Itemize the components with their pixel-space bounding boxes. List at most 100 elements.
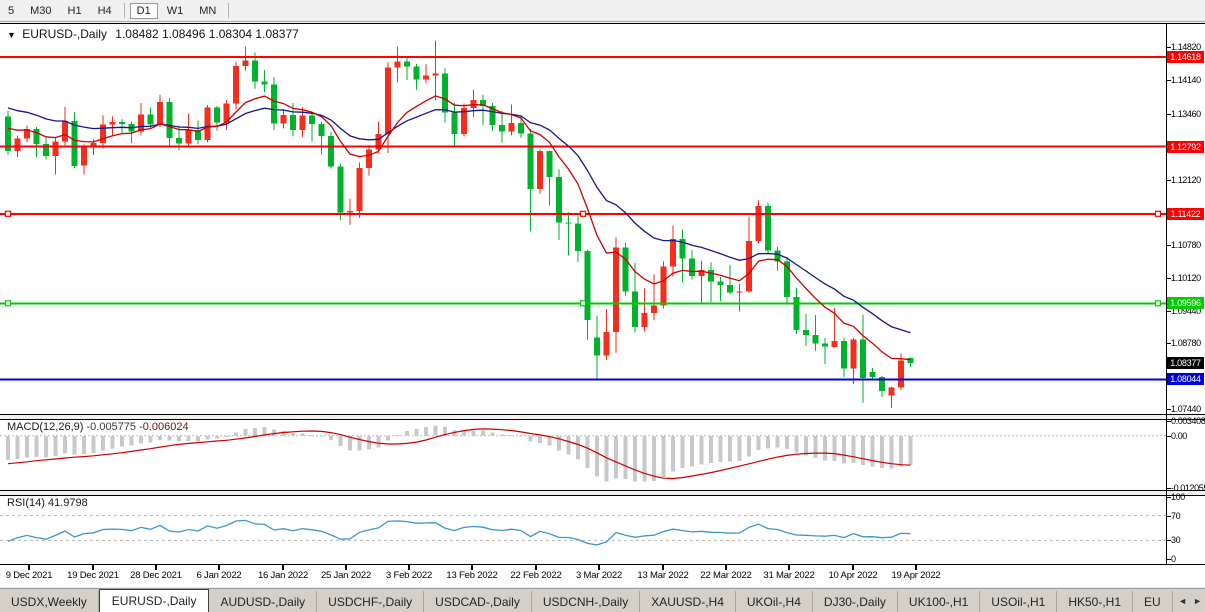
chart-tab-usdchf-daily[interactable]: USDCHF-,Daily bbox=[317, 591, 425, 612]
price-panel[interactable] bbox=[0, 23, 1205, 415]
time-axis-tick bbox=[852, 565, 854, 570]
axis-tick bbox=[1166, 540, 1171, 541]
time-axis-tick bbox=[92, 565, 94, 570]
price-axis-label: 1.14820 bbox=[1171, 42, 1201, 52]
macd-panel[interactable] bbox=[0, 419, 1205, 491]
time-axis-label: 16 Jan 2022 bbox=[257, 570, 309, 581]
time-axis-tick bbox=[471, 565, 473, 570]
chart-tab-dj30-daily[interactable]: DJ30-,Daily bbox=[813, 591, 898, 612]
axis-tick bbox=[1166, 516, 1171, 517]
hline-price-tag: 1.09596 bbox=[1167, 297, 1204, 309]
macd-axis-label: 0.00 bbox=[1171, 431, 1187, 441]
macd-chart-canvas[interactable] bbox=[0, 420, 1166, 489]
time-axis-label: 25 Jan 2022 bbox=[320, 570, 372, 581]
time-axis-tick bbox=[662, 565, 664, 570]
time-axis-label: 13 Feb 2022 bbox=[446, 570, 498, 581]
axis-tick bbox=[1166, 47, 1171, 48]
time-axis-label: 10 Apr 2022 bbox=[828, 570, 878, 581]
time-axis-tick bbox=[282, 565, 284, 570]
macd-signal-value: -0.006024 bbox=[139, 421, 189, 433]
price-axis-label: 1.08780 bbox=[1171, 338, 1201, 348]
price-axis-label: 1.13460 bbox=[1171, 109, 1201, 119]
timeframe-toolbar: 5 M30 H1 H4 D1 W1 MN bbox=[0, 0, 1205, 22]
time-axis-label: 22 Feb 2022 bbox=[510, 570, 562, 581]
time-axis-label: 3 Mar 2022 bbox=[575, 570, 623, 581]
scroll-left-icon[interactable]: ◄ bbox=[1178, 595, 1188, 606]
chart-symbol-label: EURUSD-,Daily bbox=[22, 27, 107, 41]
axis-tick bbox=[1166, 436, 1171, 437]
price-chart-canvas[interactable] bbox=[0, 24, 1166, 414]
price-axis-label: 1.12120 bbox=[1171, 175, 1201, 185]
panel-splitter-2[interactable] bbox=[0, 491, 1205, 494]
rsi-chart-canvas[interactable] bbox=[0, 496, 1166, 563]
timeframe-button-h4[interactable]: H4 bbox=[97, 4, 112, 17]
timeframe-button-w1[interactable]: W1 bbox=[166, 4, 184, 17]
hline-price-tag: 1.14618 bbox=[1167, 51, 1204, 63]
macd-label: MACD(12,26,9) -0.005775 -0.006024 bbox=[7, 421, 189, 433]
axis-tick bbox=[1166, 497, 1171, 498]
chart-tabs: USDX,Weekly EURUSD-,Daily AUDUSD-,Daily USD… bbox=[0, 588, 1205, 612]
time-axis-label: 19 Apr 2022 bbox=[891, 570, 941, 581]
chart-tab-hk50-h1[interactable]: HK50-,H1 bbox=[1057, 591, 1133, 612]
chart-tab-ukoil-h4[interactable]: UKOil-,H4 bbox=[736, 591, 813, 612]
rsi-label: RSI(14) 41.9798 bbox=[7, 497, 88, 509]
chart-tab-uk100-h1[interactable]: UK100-,H1 bbox=[898, 591, 981, 612]
axis-tick bbox=[1166, 245, 1171, 246]
timeframe-button-5[interactable]: 5 bbox=[8, 4, 15, 17]
rsi-value: 41.9798 bbox=[47, 497, 88, 509]
axis-tick bbox=[1166, 343, 1171, 344]
time-axis-label: 13 Mar 2022 bbox=[637, 570, 689, 581]
chart-tab-eurusd-daily[interactable]: EURUSD-,Daily bbox=[98, 589, 210, 612]
time-axis-label: 22 Mar 2022 bbox=[700, 570, 752, 581]
rsi-axis-label: 0 bbox=[1171, 554, 1176, 564]
chart-tab-audusd-daily[interactable]: AUDUSD-,Daily bbox=[209, 591, 318, 612]
timeframe-button-d1[interactable]: D1 bbox=[129, 2, 158, 19]
tab-scroll-arrows: ◄ ► bbox=[1175, 589, 1205, 612]
rsi-axis-label: 70 bbox=[1171, 511, 1181, 521]
rsi-axis-label: 100 bbox=[1171, 492, 1185, 502]
axis-separator bbox=[1166, 23, 1167, 564]
chart-tab-usdcad-daily[interactable]: USDCAD-,Daily bbox=[424, 591, 532, 612]
time-axis-tick bbox=[218, 565, 220, 570]
chart-ohlc-values: 1.08482 1.08496 1.08304 1.08377 bbox=[115, 27, 299, 41]
price-axis-label: 1.14140 bbox=[1171, 75, 1201, 85]
time-axis-label: 19 Dec 2021 bbox=[67, 570, 119, 581]
time-axis-tick bbox=[535, 565, 537, 570]
time-axis-tick bbox=[155, 565, 157, 570]
hline-price-tag: 1.12792 bbox=[1167, 141, 1204, 153]
time-axis-tick bbox=[725, 565, 727, 570]
chart-tab-xauusd-h4[interactable]: XAUUSD-,H4 bbox=[640, 591, 736, 612]
timeframe-button-m30[interactable]: M30 bbox=[30, 4, 52, 17]
macd-axis-label: -0.012055 bbox=[1171, 483, 1205, 493]
timeframe-button-h1[interactable]: H1 bbox=[67, 4, 82, 17]
time-axis-label: 9 Dec 2021 bbox=[5, 570, 53, 581]
price-axis-label: 1.07440 bbox=[1171, 404, 1201, 414]
price-axis-label: 1.10120 bbox=[1171, 273, 1201, 283]
time-axis-tick bbox=[915, 565, 917, 570]
axis-tick bbox=[1166, 114, 1171, 115]
chart-title: ▼ EURUSD-,Daily 1.08482 1.08496 1.08304 … bbox=[7, 27, 299, 41]
price-axis-label: 1.10780 bbox=[1171, 240, 1201, 250]
current-price-tag: 1.08377 bbox=[1167, 357, 1204, 369]
macd-main-value: -0.005775 bbox=[86, 421, 137, 433]
time-axis-tick bbox=[788, 565, 790, 570]
time-axis-label: 3 Feb 2022 bbox=[385, 570, 433, 581]
scroll-right-icon[interactable]: ► bbox=[1193, 595, 1202, 606]
chart-dropdown-icon[interactable]: ▼ bbox=[7, 30, 16, 40]
time-axis-label: 28 Dec 2021 bbox=[130, 570, 182, 581]
time-axis-tick bbox=[598, 565, 600, 570]
timeframe-button-mn[interactable]: MN bbox=[199, 4, 217, 17]
chart-tab-usdx-weekly[interactable]: USDX,Weekly bbox=[0, 591, 99, 612]
chart-tab-usoil-h1[interactable]: USOil-,H1 bbox=[980, 591, 1058, 612]
chart-tab-usdcnh-daily[interactable]: USDCNH-,Daily bbox=[532, 591, 641, 612]
macd-axis-label: 0.003408 bbox=[1171, 416, 1205, 426]
axis-tick bbox=[1166, 421, 1171, 422]
axis-tick bbox=[1166, 488, 1171, 489]
panel-splitter-1[interactable] bbox=[0, 415, 1205, 418]
time-axis-tick bbox=[345, 565, 347, 570]
toolbar-separator bbox=[228, 3, 230, 18]
axis-tick bbox=[1166, 311, 1171, 312]
chart-tab-eu[interactable]: EU bbox=[1133, 591, 1173, 612]
hline-price-tag: 1.11422 bbox=[1167, 208, 1204, 220]
